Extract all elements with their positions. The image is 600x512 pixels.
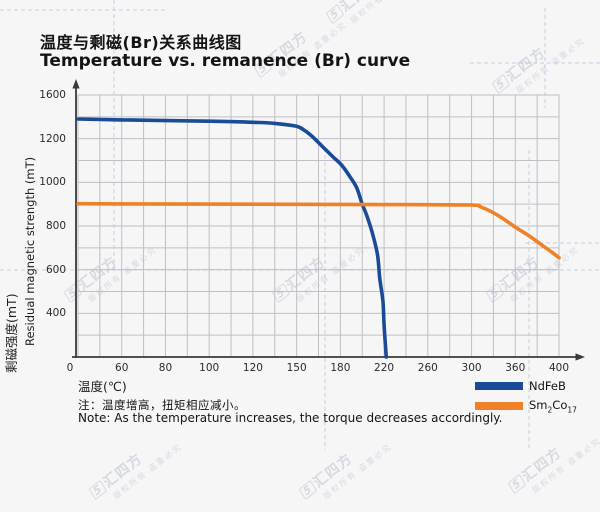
note-zh: 注：温度增高，扭矩相应减小。 [78, 398, 246, 412]
x-tick-label: 100 [199, 362, 220, 374]
x-tick-label: 150 [286, 362, 307, 374]
y-axis-title-en: Residual magnetic strength (mT) [23, 156, 37, 346]
legend: NdFeB Sm2Co17 [475, 379, 577, 414]
x-tick-label: 80 [158, 362, 173, 374]
series-curve-ndfeb [76, 117, 389, 359]
watermark-notice: 版权所有 盗重必究 [111, 441, 184, 501]
x-tick-label: 400 [548, 362, 570, 374]
y-tick-label: 600 [45, 263, 66, 276]
grid-lines [77, 94, 560, 358]
brand-logo-icon: 5 [88, 479, 107, 500]
y-tick-label: 1000 [39, 176, 66, 189]
chart-title-zh: 温度与剩磁(Br)关系曲线图 [40, 33, 242, 52]
watermark-notice: 版权所有 盗重必究 [321, 441, 394, 501]
legend-item-sm2co17: Sm2Co17 [475, 398, 577, 414]
y-tick-label: 400 [45, 307, 66, 320]
chart-canvas: { "title": { "zh": "温度与剩磁(Br)关系曲线图", "en… [0, 0, 600, 501]
x-tick-label: 120 [242, 362, 263, 374]
legend-swatch-sm2co17 [475, 402, 523, 411]
axes [72, 79, 585, 361]
legend-label-sm2co17: Sm2Co17 [529, 398, 577, 415]
brand-logo-icon: 5 [507, 473, 526, 494]
plot-area [0, 0, 600, 450]
x-tick-label: 360 [505, 362, 526, 374]
y-axis-title-zh: 剩磁强度(mT) [4, 293, 19, 373]
x-tick-label: 260 [417, 362, 438, 374]
x-tick-label: 180 [330, 362, 351, 374]
legend-swatch-ndfeb [475, 382, 523, 390]
chart-title-en: Temperature vs. remanence (Br) curve [40, 51, 411, 71]
y-tick-label: 1600 [39, 89, 66, 101]
note-en: Note: As the temperature increases, the … [78, 411, 503, 425]
legend-label-ndfeb: NdFeB [529, 379, 566, 393]
watermark-brand: 汇四方 [310, 450, 356, 492]
x-tick-label: 60 [115, 362, 129, 374]
x-tick-label: 220 [374, 362, 395, 374]
x-axis-title: 温度(℃) [78, 379, 127, 394]
y-axis-arrow-icon [72, 79, 80, 89]
series-curve-sm2co17 [76, 201, 561, 260]
y-tick-label: 1200 [39, 132, 66, 145]
watermark-brand: 汇四方 [100, 450, 146, 492]
x-axis-arrow-icon [575, 353, 585, 361]
x-tick-label: 0 [66, 362, 74, 374]
y-tick-label: 800 [45, 220, 66, 232]
brand-logo-icon: 5 [298, 479, 317, 500]
legend-item-ndfeb: NdFeB [475, 379, 577, 393]
x-tick-label: 300 [461, 362, 482, 374]
